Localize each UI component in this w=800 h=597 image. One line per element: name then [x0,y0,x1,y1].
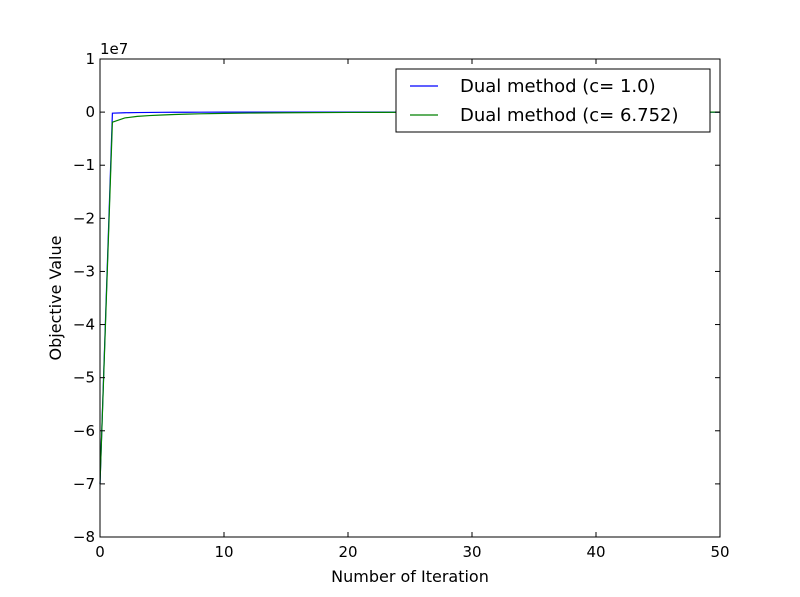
legend-label-series-1: Dual method (c= 1.0) [460,76,656,97]
y-tick-label: −3 [73,262,95,280]
y-tick-label: −7 [73,475,95,493]
x-tick-label: 0 [95,543,105,561]
x-tick-label: 40 [586,543,605,561]
x-tick-label: 20 [338,543,357,561]
y-tick-label: −2 [73,209,95,227]
y-tick-label: −4 [73,316,95,334]
y-tick-label: −1 [73,156,95,174]
y-offset-label: 1e7 [100,40,128,58]
legend-label-series-2: Dual method (c= 6.752) [460,105,679,126]
y-tick-label: 1 [85,50,95,68]
x-tick-label: 50 [710,543,729,561]
x-axis-label: Number of Iteration [331,567,489,586]
legend-box [395,68,711,133]
y-tick-label: −6 [73,422,95,440]
y-tick-label: −5 [73,369,95,387]
axes-frame [99,58,721,538]
y-axis-label: Objective Value [46,236,65,361]
x-tick-label: 30 [462,543,481,561]
legend: Dual method (c= 1.0) Dual method (c= 6.7… [395,68,711,133]
x-tick-label: 10 [214,543,233,561]
y-tick-label: −8 [73,528,95,546]
y-tick-label: 0 [85,103,95,121]
